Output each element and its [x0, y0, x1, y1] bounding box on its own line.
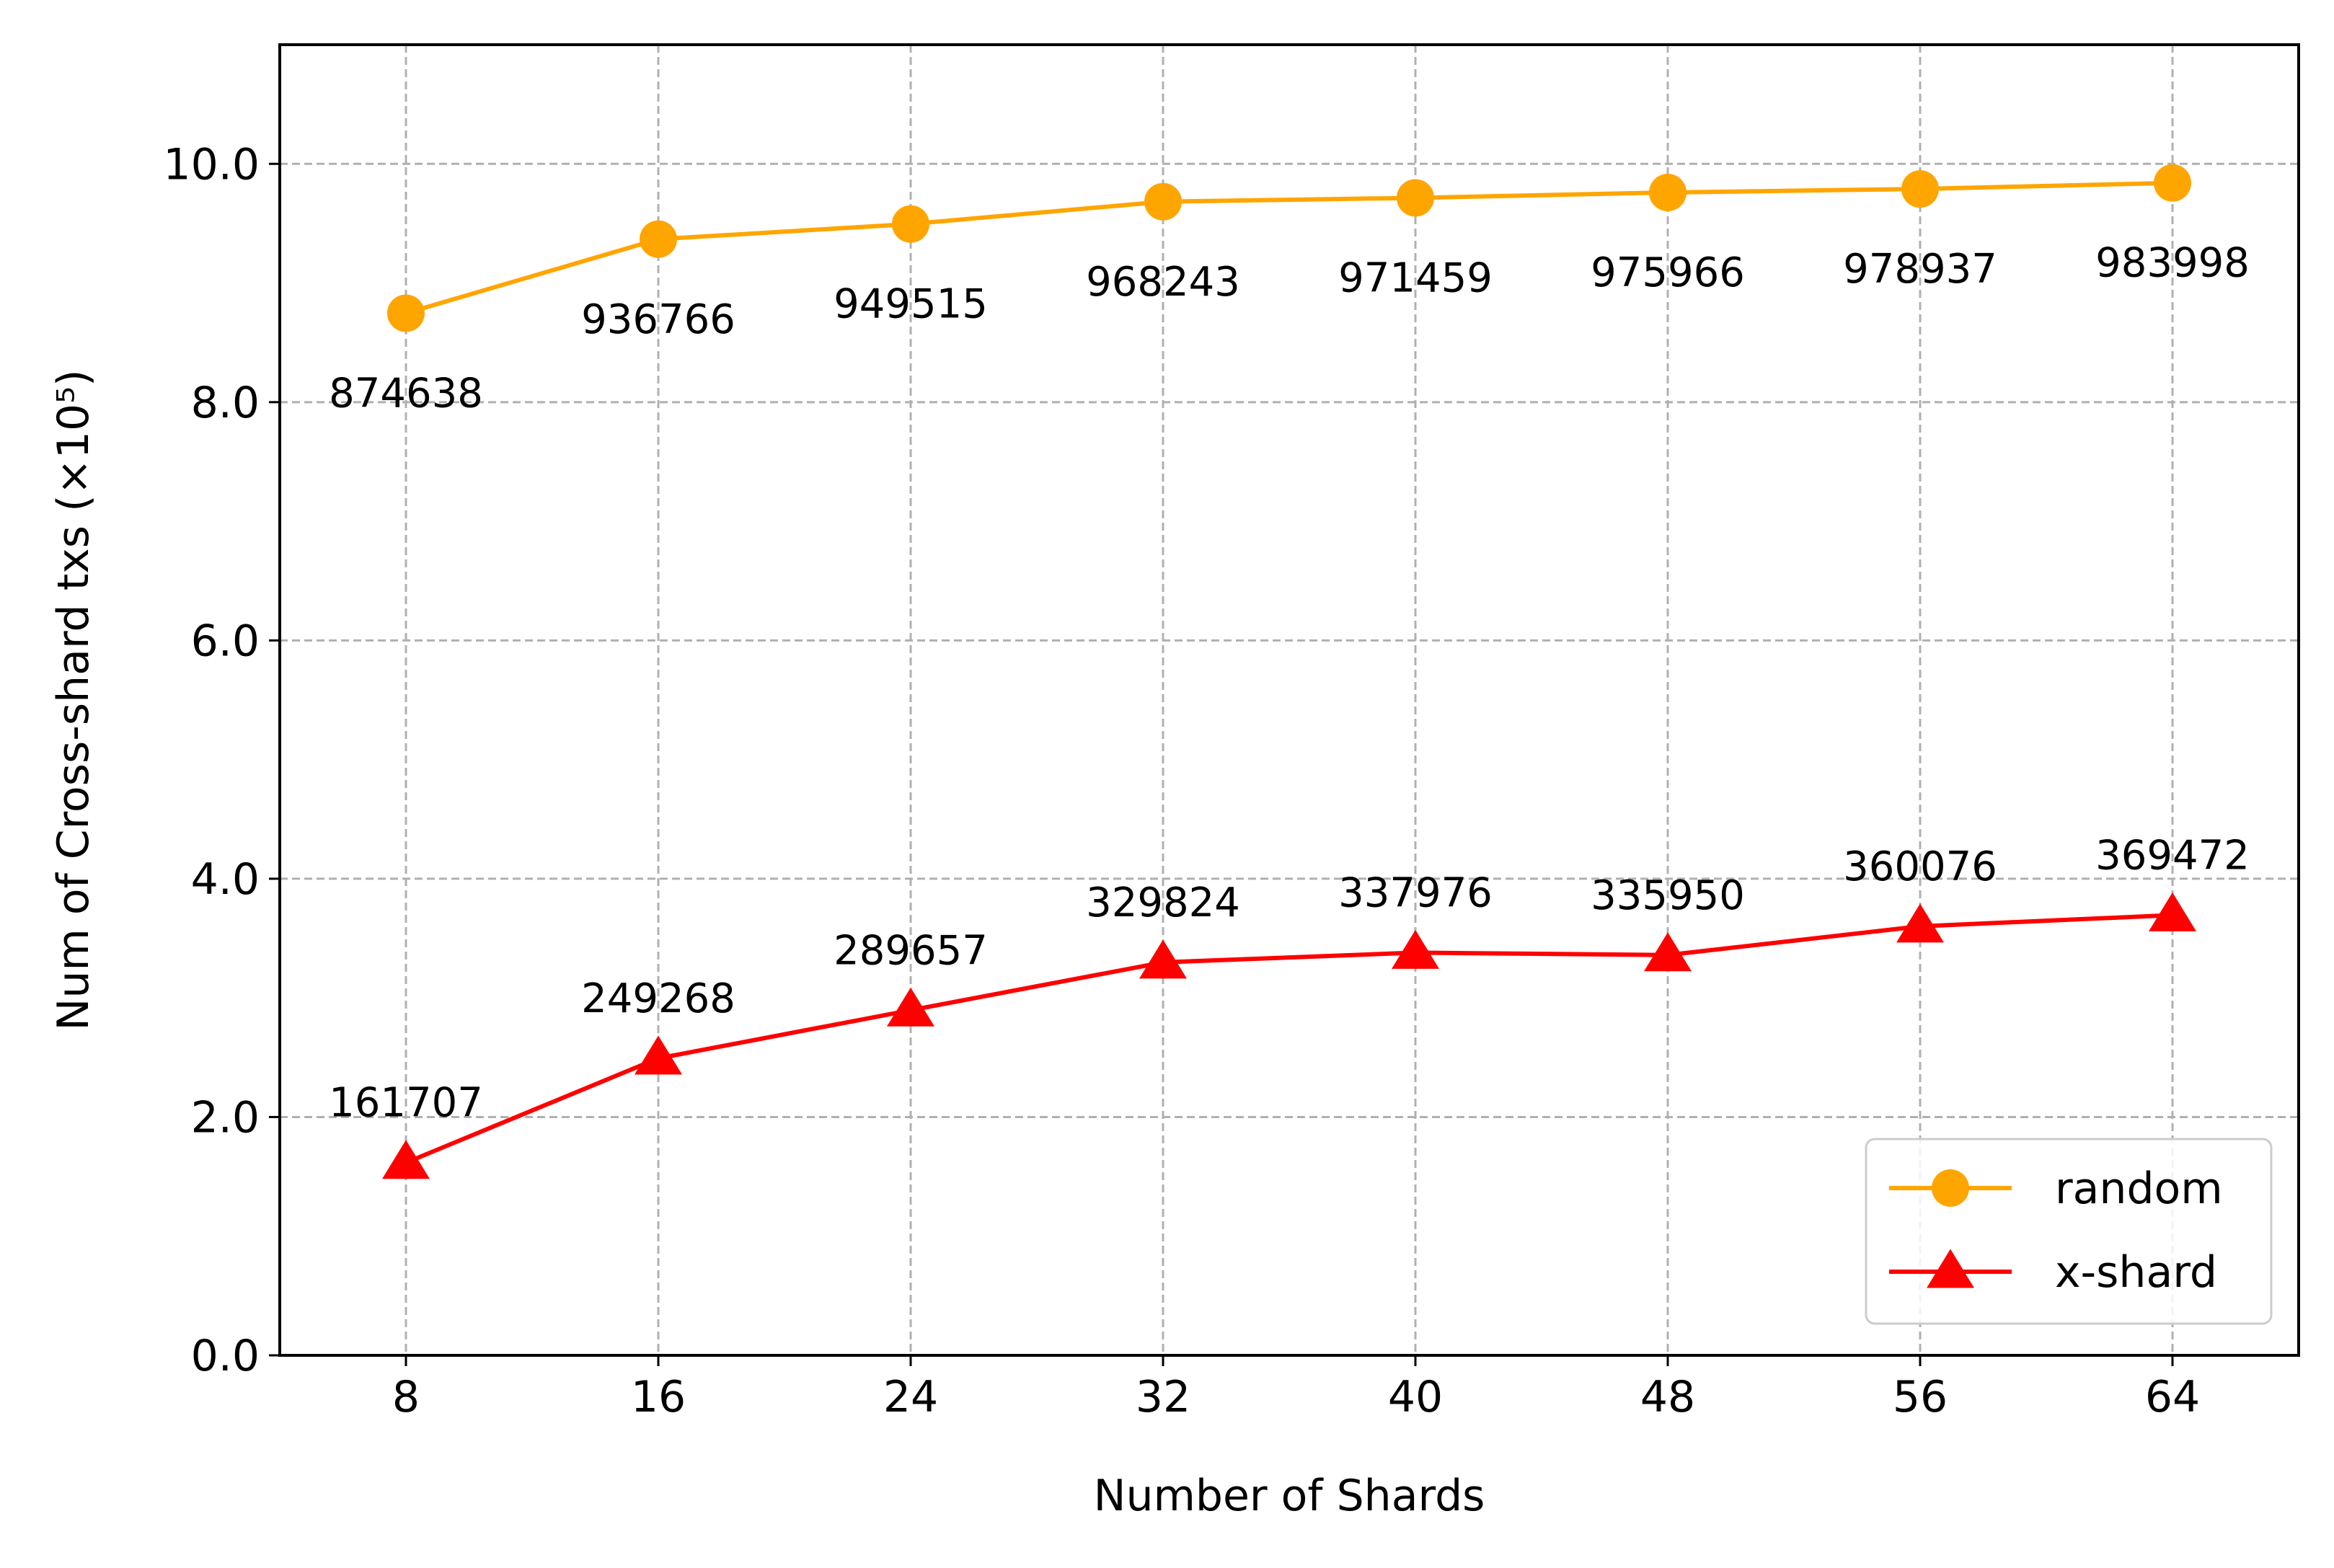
data-point-random: [1649, 173, 1687, 211]
legend: random x-shard: [1865, 1138, 2273, 1325]
y-tick-label: 6.0: [191, 616, 260, 666]
x-axis-label: Number of Shards: [1094, 1471, 1485, 1521]
data-point-random: [1397, 179, 1434, 217]
y-tick-label: 8.0: [191, 378, 260, 428]
x-tick-label: 16: [631, 1372, 686, 1422]
series-layer: [382, 164, 2196, 1179]
data-point-random: [1901, 170, 1939, 208]
grid: [280, 45, 2299, 1355]
data-label-random: 936766: [581, 296, 735, 343]
series-line-x-shard: [405, 913, 2173, 1165]
data-label-random: 949515: [834, 281, 988, 328]
y-tick-label: 2.0: [191, 1092, 260, 1143]
data-label-x-shard: 249268: [581, 975, 735, 1022]
data-point-random: [1144, 182, 1182, 221]
data-point-x-shard: [1139, 939, 1187, 979]
y-tick-label: 4.0: [191, 854, 260, 905]
data-point-x-shard: [382, 1140, 430, 1179]
data-label-random: 983998: [2095, 240, 2250, 287]
data-labels: 874638 936766 949515 968243 971459 975966 9789…: [329, 240, 2250, 1127]
data-label-x-shard: 337976: [1338, 869, 1493, 916]
data-point-random: [387, 294, 425, 332]
data-point-random: [892, 205, 929, 243]
legend-entry-random: random: [1889, 1164, 2223, 1214]
data-point-x-shard: [1644, 932, 1692, 972]
legend-marker-random: [1932, 1169, 1969, 1207]
data-point-random: [2154, 164, 2191, 202]
data-point-x-shard: [635, 1035, 682, 1075]
plot-frame: [278, 43, 2300, 1357]
legend-entry-x-shard: x-shard: [1889, 1247, 2217, 1298]
data-label-x-shard: 329824: [1086, 880, 1240, 926]
x-tick-label: 64: [2145, 1372, 2200, 1422]
x-tick-label: 32: [1136, 1372, 1190, 1422]
legend-marker-x-shard: [1927, 1249, 1974, 1288]
legend-label-random: random: [2055, 1164, 2223, 1214]
data-label-x-shard: 289657: [834, 927, 988, 974]
x-tick-label: 56: [1893, 1372, 1948, 1422]
series-x-shard: [382, 892, 2196, 1179]
data-point-random: [640, 220, 677, 258]
data-label-random: 978937: [1843, 246, 1997, 293]
data-label-x-shard: 161707: [329, 1080, 483, 1127]
data-label-x-shard: 360076: [1843, 843, 1997, 890]
data-label-x-shard: 369472: [2095, 832, 2250, 879]
data-label-random: 975966: [1591, 249, 1745, 296]
data-point-x-shard: [2149, 892, 2196, 931]
axes: 8 16 24 32 40 48 56 64 0.0 2.0 4.0 6.0 8.0 10.0: [163, 139, 2200, 1422]
y-tick-label: 10.0: [163, 139, 260, 190]
series-random: [387, 164, 2191, 332]
y-tick-label: 0.0: [191, 1331, 260, 1381]
data-label-x-shard: 335950: [1591, 872, 1745, 919]
legend-label-x-shard: x-shard: [2055, 1247, 2217, 1298]
data-label-random: 968243: [1086, 259, 1240, 306]
data-label-random: 971459: [1338, 254, 1493, 301]
x-tick-label: 24: [883, 1372, 938, 1422]
x-tick-label: 40: [1388, 1372, 1443, 1422]
data-label-random: 874638: [329, 370, 483, 417]
data-point-x-shard: [887, 987, 934, 1027]
y-axis-label: Num of Cross-shard txs (×10⁵): [48, 369, 99, 1030]
data-point-x-shard: [1896, 903, 1944, 943]
data-point-x-shard: [1392, 929, 1439, 969]
x-tick-label: 8: [392, 1372, 420, 1422]
x-tick-label: 48: [1640, 1372, 1695, 1422]
series-line-random: [405, 180, 2173, 316]
